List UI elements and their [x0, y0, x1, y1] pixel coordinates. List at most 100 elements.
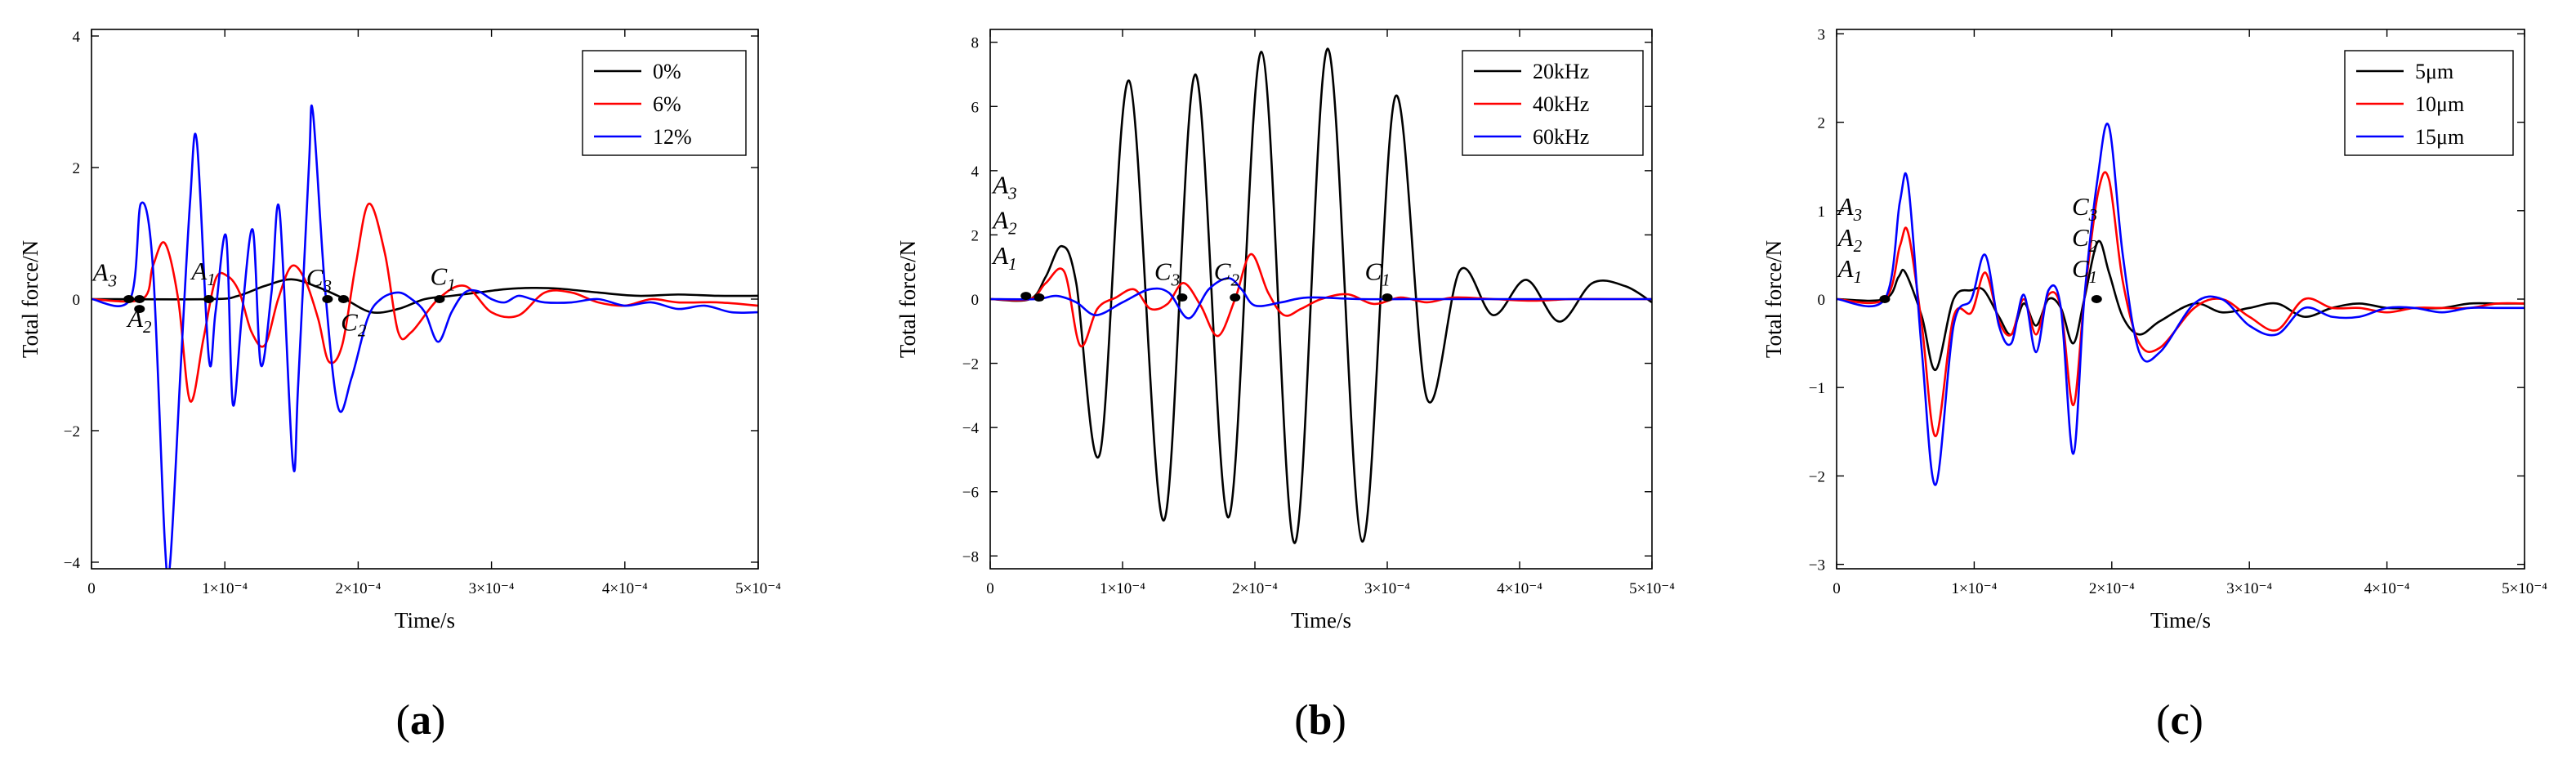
x-tick-label: 0 [986, 580, 994, 597]
x-axis-label: Time/s [395, 608, 455, 633]
x-tick-label: 1×10⁻⁴ [1951, 580, 1997, 597]
annotation-subscript: 2 [143, 317, 152, 337]
x-tick-label: 4×10⁻⁴ [1497, 580, 1542, 597]
point-marker [337, 295, 349, 303]
legend-label: 5μm [2415, 60, 2453, 83]
annotation-subscript: 3 [2088, 205, 2098, 225]
annotation-subscript: 1 [447, 275, 456, 294]
legend-label: 12% [653, 125, 692, 149]
y-axis-label: Total force/N [18, 240, 42, 358]
annotation-base: C [341, 308, 358, 337]
y-tick-label: −2 [64, 423, 80, 440]
panel-label-part: ) [1332, 697, 1346, 744]
chart-panel-c: 0 1×10⁻⁴ 2×10⁻⁴ 3×10⁻⁴ 4×10⁻⁴ 5×10⁻⁴ −3 −2 −1 0 1 2… [1761, 26, 2547, 744]
annotation-subscript: 1 [207, 270, 216, 289]
annotation-subscript: 2 [1008, 219, 1017, 239]
series-line-12% [92, 104, 758, 569]
x-tick-label: 2×10⁻⁴ [2089, 580, 2135, 597]
annotation-label: A3 [1837, 192, 1862, 225]
annotation-base: A [190, 257, 208, 285]
annotation-subscript: 1 [1382, 270, 1391, 289]
point-marker [203, 295, 215, 303]
annotation-label: A2 [1837, 223, 1863, 256]
y-tick-label: −4 [64, 555, 81, 572]
series-line-0% [92, 278, 758, 314]
y-tick-label: −3 [1809, 557, 1825, 575]
legend-label: 40kHz [1533, 92, 1589, 116]
annotation-subscript: 1 [2089, 267, 2098, 287]
y-tick-label: 8 [971, 35, 980, 52]
y-tick-label: 6 [971, 99, 980, 116]
y-tick-label: −2 [1809, 468, 1825, 485]
annotation-subscript: 1 [1854, 267, 1863, 287]
annotation-base: C [2072, 192, 2089, 221]
plot-frame [989, 29, 1653, 570]
panel-label-part: a [410, 697, 431, 744]
annotation-subscript: 3 [1007, 183, 1017, 203]
panel-label-part: c [2170, 697, 2189, 744]
y-tick-label: 3 [1818, 26, 1826, 43]
series-line-6% [92, 202, 758, 403]
x-axis-label: Time/s [1291, 608, 1351, 633]
annotation-base: C [306, 263, 324, 292]
panel-label-part: ) [2190, 697, 2203, 744]
annotation-base: A [1837, 192, 1855, 221]
y-tick-label: 2 [73, 160, 81, 177]
annotation-label: C1 [431, 262, 456, 294]
annotation-label: C2 [341, 308, 367, 341]
chart-panel-b: 0 1×10⁻⁴ 2×10⁻⁴ 3×10⁻⁴ 4×10⁻⁴ 5×10⁻⁴ −8 −6 −4 −2 0… [895, 29, 1675, 744]
x-tick-label: 0 [1833, 580, 1841, 597]
y-tick-label: 4 [73, 29, 81, 46]
y-tick-label: 0 [1818, 292, 1826, 309]
annotation-base: A [1837, 223, 1855, 252]
x-tick-label: 3×10⁻⁴ [1364, 580, 1410, 597]
panel-label: (a) [396, 697, 446, 744]
legend-label: 15μm [2415, 125, 2464, 149]
annotation-subscript: 1 [1008, 254, 1017, 274]
x-tick-label: 2×10⁻⁴ [1232, 580, 1278, 597]
point-marker [1879, 295, 1891, 303]
annotation-label: C3 [2072, 192, 2097, 225]
annotation-label: A2 [126, 304, 152, 337]
x-tick-label: 2×10⁻⁴ [335, 580, 381, 597]
y-tick-label: 1 [1818, 203, 1826, 221]
y-axis-label: Total force/N [895, 240, 920, 358]
legend-label: 10μm [2415, 92, 2464, 116]
annotation-label: A2 [991, 206, 1017, 239]
annotation-label: C2 [2072, 223, 2098, 256]
legend-label: 20kHz [1533, 60, 1589, 83]
point-marker [1034, 293, 1045, 302]
point-marker [134, 305, 145, 314]
annotation-label: A1 [190, 257, 215, 289]
annotation-base: A [991, 206, 1009, 235]
annotation-base: C [1154, 257, 1172, 285]
annotation-base: A [991, 170, 1009, 199]
point-marker [1382, 293, 1393, 302]
x-tick-label: 3×10⁻⁴ [469, 580, 515, 597]
annotation-subscript: 2 [1854, 236, 1863, 256]
y-axis-label: Total force/N [1761, 240, 1786, 358]
panel-label-part: ( [1294, 697, 1308, 744]
annotation-label: C3 [1154, 257, 1180, 289]
point-marker [1230, 293, 1241, 302]
series-line-20kHz [990, 47, 1652, 544]
legend: 0% 6% 12% [582, 50, 747, 156]
x-tick-label: 1×10⁻⁴ [1100, 580, 1145, 597]
series-line-10μm [1837, 171, 2525, 438]
x-tick-label: 3×10⁻⁴ [2226, 580, 2272, 597]
series-line-5μm [1837, 239, 2525, 371]
y-tick-label: 4 [971, 163, 980, 181]
annotation-label: A1 [1837, 254, 1862, 287]
chart-panel-a: 0 1×10⁻⁴ 2×10⁻⁴ 3×10⁻⁴ 4×10⁻⁴ 5×10⁻⁴−4−2024A3… [18, 29, 781, 744]
legend-label: 60kHz [1533, 125, 1589, 149]
annotation-subscript: 3 [322, 276, 332, 296]
point-marker [434, 295, 445, 303]
panel-label-part: ) [431, 697, 445, 744]
x-axis-label: Time/s [2150, 608, 2211, 633]
annotation-label: C1 [2072, 254, 2097, 287]
annotation-label: A1 [991, 241, 1016, 274]
x-tick-label: 4×10⁻⁴ [2364, 580, 2410, 597]
annotation-subscript: 3 [1853, 205, 1863, 225]
point-marker [322, 295, 333, 303]
